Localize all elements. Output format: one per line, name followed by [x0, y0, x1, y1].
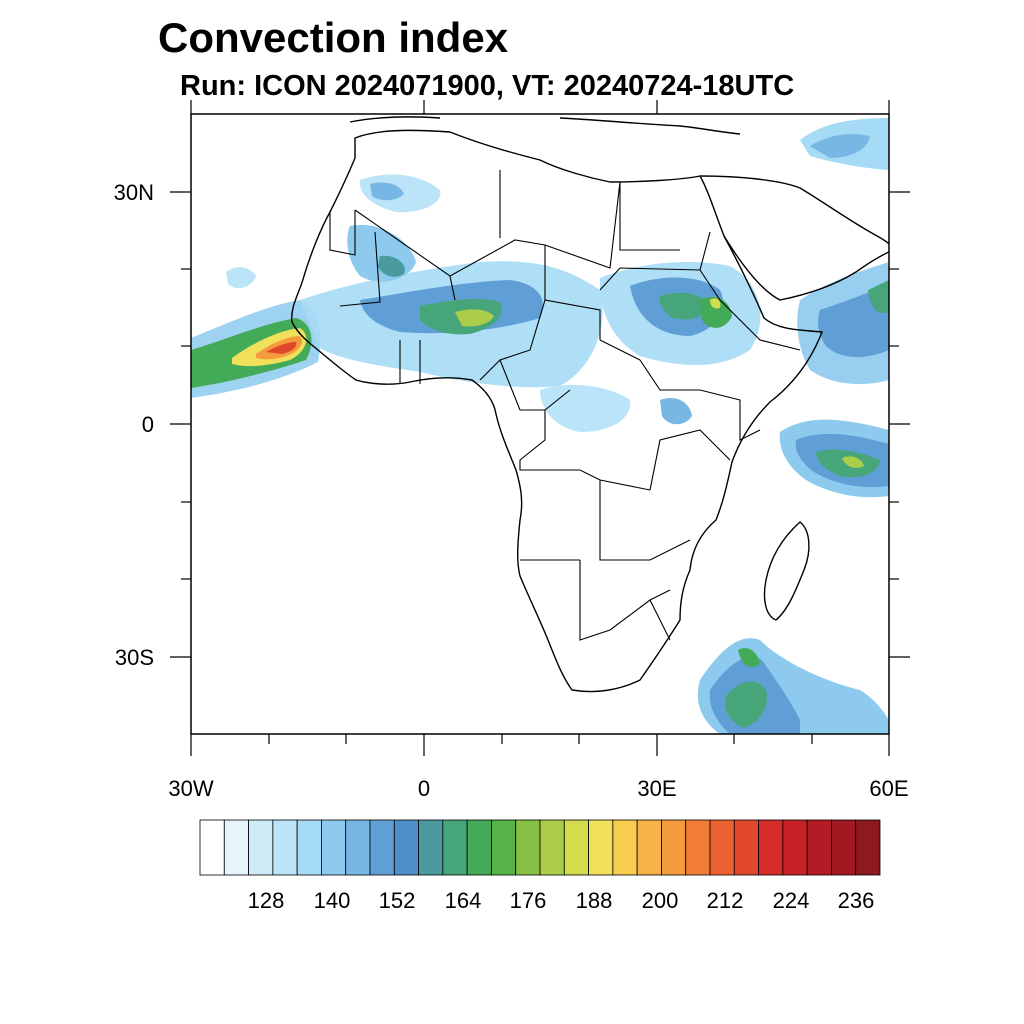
- convection-lakes-blue: [660, 397, 692, 425]
- y-axis-label-30s: 30S: [114, 645, 154, 670]
- colorbar-swatch: [709, 819, 735, 876]
- x-axis-label-0: 0: [417, 776, 431, 801]
- convection-indian-yellow: [842, 456, 864, 468]
- colorbar-label: 200: [641, 888, 679, 913]
- border-lines: [329, 170, 801, 641]
- colorbar-swatch: [345, 819, 371, 876]
- colorbar-label: 152: [378, 888, 416, 913]
- convection-south-green-2: [738, 647, 760, 668]
- arabia-coastline: [699, 175, 889, 301]
- chart-title: Convection index: [158, 14, 509, 61]
- chart-subtitle: Run: ICON 2024071900, VT: 20240724-18UTC: [180, 70, 795, 102]
- colorbar-swatch: [636, 819, 662, 876]
- colorbar-swatch: [855, 819, 881, 876]
- madagascar-coastline: [763, 521, 810, 621]
- colorbar-label: 176: [509, 888, 547, 913]
- map-frame: [190, 113, 890, 735]
- colorbar-swatch: [539, 819, 565, 876]
- colorbar-swatch: [758, 819, 784, 876]
- convection-algeria-blue: [370, 182, 404, 201]
- colorbar-swatch: [223, 819, 249, 876]
- convection-mali-green: [378, 255, 405, 277]
- convection-west-small: [226, 267, 256, 289]
- colorbar-swatch: [661, 819, 687, 876]
- y-axis-label-0: 0: [141, 412, 154, 437]
- x-axis-label-30w: 30W: [168, 776, 214, 801]
- colorbar-swatch: [248, 819, 274, 876]
- colorbar-label: 140: [313, 888, 351, 913]
- convection-ethiopia-yellow: [710, 298, 721, 309]
- colorbar-swatch: [321, 819, 347, 876]
- colorbar-swatch: [418, 819, 444, 876]
- colorbar: [199, 819, 881, 876]
- colorbar-swatch: [782, 819, 808, 876]
- colorbar-swatch: [563, 819, 589, 876]
- colorbar-swatch: [369, 819, 395, 876]
- convection-field: [191, 118, 889, 734]
- colorbar-label: 212: [706, 888, 744, 913]
- convection-sudan-green: [659, 292, 708, 320]
- axis-ticks: [170, 100, 910, 756]
- colorbar-swatch: [685, 819, 711, 876]
- colorbar-label: 128: [247, 888, 285, 913]
- colorbar-label: 224: [772, 888, 810, 913]
- colorbar-label: 164: [444, 888, 482, 913]
- colorbar-swatch: [466, 819, 492, 876]
- convection-mali-blue: [347, 224, 416, 282]
- convection-atlantic-red: [266, 342, 297, 354]
- colorbar-swatch: [393, 819, 419, 876]
- convection-arabian-green: [868, 280, 889, 314]
- colorbar-swatch: [806, 819, 832, 876]
- convection-central-light: [540, 385, 631, 432]
- colorbar-swatch: [199, 819, 225, 876]
- colorbar-swatch: [491, 819, 517, 876]
- y-axis-label-30n: 30N: [113, 180, 154, 205]
- convection-ne-blue: [810, 134, 870, 158]
- coastlines-and-borders: [291, 116, 889, 693]
- convection-south-green: [724, 681, 767, 728]
- x-axis-label-30e: 30E: [637, 776, 677, 801]
- mediterranean-coast: [349, 116, 741, 135]
- colorbar-swatch: [515, 819, 541, 876]
- colorbar-swatch: [733, 819, 759, 876]
- colorbar-swatch: [831, 819, 857, 876]
- colorbar-swatch: [296, 819, 322, 876]
- colorbar-swatch: [442, 819, 468, 876]
- colorbar-swatch: [612, 819, 638, 876]
- convection-sahel-yellow: [455, 309, 494, 327]
- x-axis-label-60e: 60E: [869, 776, 909, 801]
- colorbar-label: 188: [575, 888, 613, 913]
- colorbar-label: 236: [837, 888, 875, 913]
- colorbar-swatch: [588, 819, 614, 876]
- colorbar-swatch: [272, 819, 298, 876]
